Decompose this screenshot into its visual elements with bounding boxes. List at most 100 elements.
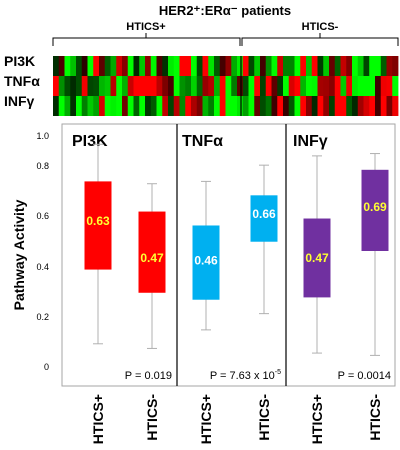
heatmap-cell: [104, 76, 111, 96]
heatmap-cell: [380, 96, 387, 116]
box-tnf-htics-minus: 0.66: [250, 164, 278, 315]
heatmap-cell: [334, 76, 341, 96]
heatmap-cell: [375, 96, 382, 116]
heatmap-cell: [242, 96, 249, 116]
median-label: 0.69: [363, 200, 387, 214]
heatmap-cell: [277, 96, 284, 116]
heatmap-cell: [346, 56, 353, 76]
heatmap-cell: [248, 76, 255, 96]
heatmap-cell: [70, 96, 77, 116]
heatmap-cell: [375, 56, 382, 76]
heatmap-cell: [363, 56, 370, 76]
heatmap-cell: [173, 56, 180, 76]
p-value-infg: P = 0.0014: [338, 370, 391, 382]
heatmap-cell: [202, 56, 209, 76]
y-tick-4: 0.8: [36, 161, 49, 171]
heatmap-cell: [179, 56, 186, 76]
heatmap-cell: [208, 56, 215, 76]
box-tnf-htics-plus: 0.46: [192, 180, 220, 331]
heatmap-cell: [306, 96, 313, 116]
heatmap-cell: [294, 96, 301, 116]
heatmap-cell: [81, 96, 88, 116]
heatmap-cell: [317, 96, 324, 116]
heatmap-cell: [329, 96, 336, 116]
heatmap-cell: [300, 56, 307, 76]
heatmap-cell: [294, 76, 301, 96]
heatmap-cell: [64, 76, 71, 96]
heatmap-cell: [156, 96, 163, 116]
heatmap-cell: [231, 96, 238, 116]
heatmap-cell: [191, 96, 198, 116]
heatmap-cell: [380, 56, 387, 76]
heatmap-cell: [386, 96, 393, 116]
heatmap-cell: [317, 76, 324, 96]
median-label: 0.47: [305, 251, 329, 265]
heatmap-cell: [219, 96, 226, 116]
group-label-htics-minus: HTICS-: [302, 21, 339, 33]
heatmap-cell: [363, 96, 370, 116]
heatmap-cell: [248, 96, 255, 116]
heatmap-cell: [237, 56, 244, 76]
heatmap-cell: [271, 76, 278, 96]
heatmap-cell: [294, 56, 301, 76]
heatmap-cell: [283, 76, 290, 96]
heatmap-cell: [346, 76, 353, 96]
heatmap-cell: [346, 96, 353, 116]
heatmap-cell: [70, 56, 77, 76]
heatmap-cell: [352, 76, 359, 96]
heatmap-cell: [150, 76, 157, 96]
median-label: 0.47: [140, 251, 164, 265]
heatmap-cell: [242, 76, 249, 96]
box-body: [84, 181, 112, 270]
heatmap-cell: [369, 96, 376, 116]
heatmap-cell: [357, 96, 364, 116]
heatmap-cell: [352, 56, 359, 76]
heatmap-cell: [191, 56, 198, 76]
heatmap-cell: [116, 76, 123, 96]
heatmap-cell: [254, 76, 261, 96]
x-category-label: HTICS-: [144, 394, 160, 441]
heatmap-cell: [162, 76, 169, 96]
box-pi3k-htics-minus: 0.47: [138, 183, 166, 349]
heatmap-cell: [133, 56, 140, 76]
heatmap-cell: [265, 56, 272, 76]
heatmap-cell: [288, 56, 295, 76]
x-category-label: HTICS+: [90, 394, 106, 444]
heatmap-cell: [329, 56, 336, 76]
heatmap-cell: [76, 96, 83, 116]
heatmap-cell: [357, 56, 364, 76]
heatmap-cell: [265, 96, 272, 116]
heatmap-cell: [53, 96, 60, 116]
heatmap-cell: [288, 76, 295, 96]
heatmap-cell: [156, 76, 163, 96]
heatmap-cell: [150, 56, 157, 76]
heatmap-cell: [225, 56, 232, 76]
heatmap-cell: [133, 76, 140, 96]
heatmap-cell: [271, 56, 278, 76]
heatmap-row-label-infg: INFγ: [4, 93, 35, 109]
heatmap-cell: [58, 96, 65, 116]
heatmap-cell: [283, 96, 290, 116]
figure-title: HER2⁺:ERα⁻ patients: [159, 3, 291, 18]
heatmap-cell: [208, 76, 215, 96]
heatmap-cell: [185, 56, 192, 76]
y-tick-3: 0.6: [36, 211, 49, 221]
heatmap-cell: [237, 96, 244, 116]
heatmap-cell: [110, 56, 117, 76]
heatmap-cell: [139, 96, 146, 116]
heatmap-cell: [81, 56, 88, 76]
heatmap-cell: [300, 96, 307, 116]
heatmap-cell: [99, 96, 106, 116]
heatmap-cell: [271, 96, 278, 116]
heatmap-cell: [173, 76, 180, 96]
panel-title-tnfa: TNFα: [182, 133, 223, 150]
heatmap-cell: [116, 96, 123, 116]
y-tick-5: 1.0: [36, 131, 49, 141]
heatmap-cell: [277, 76, 284, 96]
heatmap-cell: [127, 76, 134, 96]
heatmap-cell: [99, 76, 106, 96]
heatmap-cell: [329, 76, 336, 96]
box-body: [250, 195, 278, 242]
heatmap-cell: [254, 96, 261, 116]
heatmap-cell: [311, 96, 318, 116]
